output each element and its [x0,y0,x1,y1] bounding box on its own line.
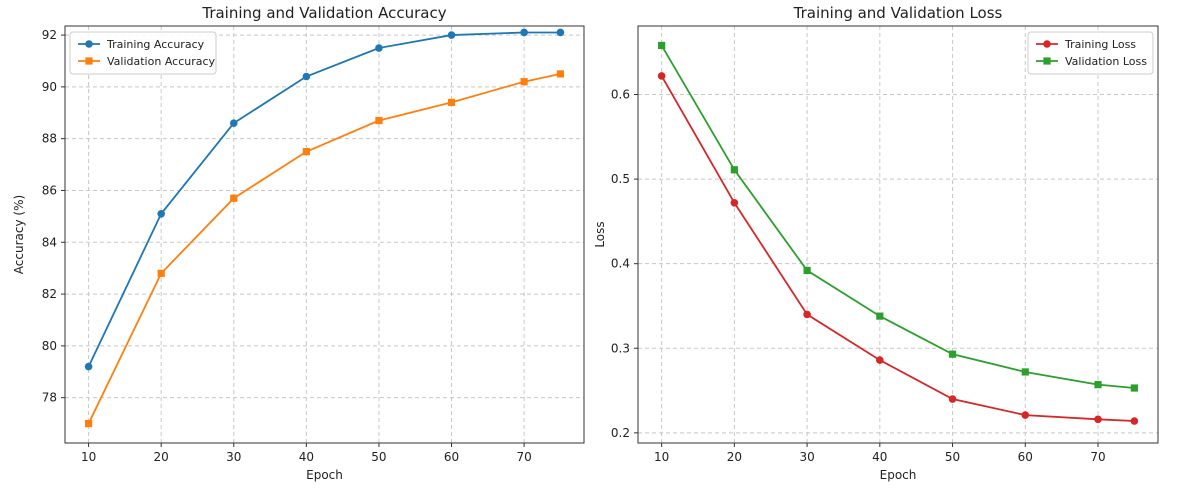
y-axis-label: Loss [593,221,607,247]
x-tick-label: 10 [654,450,669,464]
data-point [157,269,165,277]
data-point [229,119,238,127]
data-point [803,266,811,275]
x-tick-label: 10 [81,450,96,464]
data-point [730,166,738,174]
y-tick-label: 0.2 [611,426,630,440]
x-tick-label: 70 [1090,450,1105,464]
data-point [1021,411,1030,419]
data-point [556,70,565,78]
y-tick-label: 82 [42,287,57,301]
x-tick-label: 60 [1018,450,1033,464]
x-tick-label: 50 [945,450,960,464]
legend-marker [1043,40,1051,48]
y-tick-label: 90 [42,80,57,94]
x-tick-label: 60 [444,450,459,464]
data-point [84,362,93,371]
series-line-1 [87,31,561,367]
x-tick-label: 30 [799,450,814,464]
data-point [520,78,528,86]
plot-frame [637,25,1159,444]
legend-marker [1043,57,1051,65]
chart-2: 10 20 30 40 50 60 70 0.2 0.3 0.4 0.5 0.6 Training an… [593,4,1159,482]
data-point [556,28,565,37]
legend-label: Validation Accuracy [107,55,216,68]
data-point [1130,384,1138,392]
legend-label: Training Loss [1064,38,1136,51]
data-point [730,198,739,207]
series-line-2 [660,44,1135,389]
legend-marker [85,57,93,65]
series-line-2 [87,73,561,424]
y-tick-label: 86 [42,183,57,197]
x-tick-label: 20 [154,450,169,464]
data-point [876,356,884,364]
y-tick-label: 80 [42,339,57,353]
data-point [520,28,528,37]
y-tick-label: 78 [42,391,57,405]
legend-box [69,31,217,75]
data-point [1021,368,1029,376]
data-point [948,350,957,358]
data-point [447,98,456,107]
y-tick-label: 84 [42,235,57,249]
data-point [803,310,811,319]
y-tick-label: 0.3 [611,341,630,355]
legend-box [1027,31,1154,75]
x-tick-label: 40 [872,450,887,464]
data-point [876,312,884,320]
data-point [84,419,93,428]
series-line-1 [660,75,1135,422]
data-point [375,44,383,52]
data-point [1094,381,1102,389]
y-axis-label: Accuracy (%) [12,195,26,274]
data-point [302,148,310,156]
data-point [302,72,311,81]
data-point [948,395,957,403]
x-tick-label: 30 [226,450,241,464]
x-tick-label: 50 [371,450,386,464]
y-tick-label: 0.5 [611,172,630,186]
chart-title: Training and Validation Loss [793,4,1003,22]
y-tick-label: 0.4 [611,257,630,271]
data-point [447,31,456,39]
x-axis-label: Epoch [306,468,343,482]
data-point [658,41,666,50]
data-point [657,72,666,80]
chart-1: 10 20 30 40 50 60 70 78 80 82 84 86 88 90 92 Training a… [12,4,585,482]
y-tick-label: 0.6 [611,88,630,102]
y-tick-label: 88 [42,132,57,146]
data-point [230,194,238,202]
legend: Training Accuracy Validation Accuracy [69,31,217,75]
plot-frame [64,25,585,444]
x-axis-label: Epoch [880,468,917,482]
legend-label: Validation Loss [1065,55,1147,68]
x-tick-label: 20 [727,450,742,464]
chart-title: Training and Validation Accuracy [201,4,446,22]
data-point [157,209,165,218]
x-tick-label: 70 [516,450,531,464]
data-point [1130,417,1139,425]
data-point [375,116,383,125]
legend-label: Training Accuracy [106,38,205,51]
legend-marker [85,40,93,48]
y-tick-label: 92 [42,28,57,42]
x-tick-label: 40 [299,450,314,464]
legend: Training Loss Validation Loss [1027,31,1154,75]
data-point [1094,415,1102,424]
